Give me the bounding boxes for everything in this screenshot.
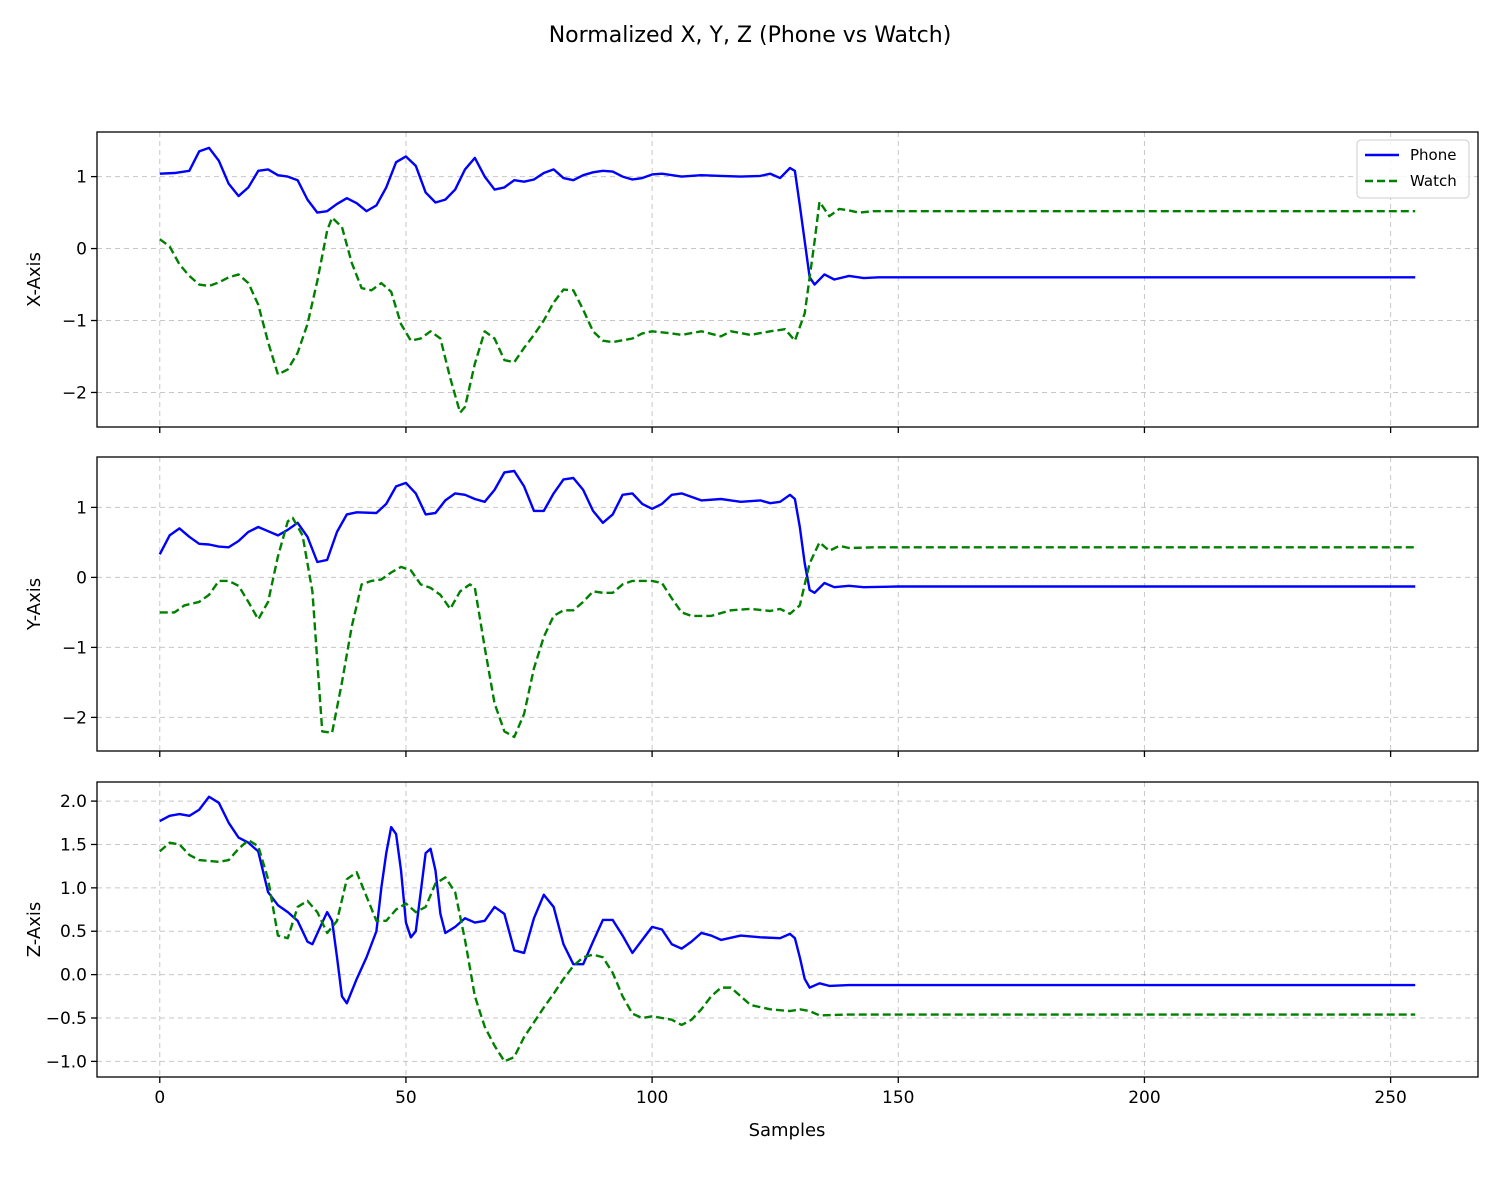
- y-tick-label: −1: [62, 638, 87, 658]
- legend-label-phone: Phone: [1410, 146, 1456, 164]
- x-tick-label: 50: [395, 1088, 417, 1108]
- y-tick-label: 1: [76, 498, 87, 518]
- x-axis-label: Samples: [749, 1120, 826, 1141]
- y-tick-label: 1.5: [60, 835, 87, 855]
- plot-frame: [96, 131, 1479, 428]
- legend-label-watch: Watch: [1410, 172, 1457, 190]
- series-line-watch: [159, 200, 1416, 414]
- x-tick-label: 100: [636, 1088, 668, 1108]
- subplots: −2 −1 0 1 X-Axis Phone Watch −2 −1 0 1 Y-Axis 0 50 100…: [24, 131, 1479, 1108]
- subplot-x-axis: −2 −1 0 1 X-Axis Phone Watch: [24, 131, 1479, 433]
- y-tick-label: 0.0: [60, 966, 87, 986]
- y-tick-label: 1.0: [60, 879, 87, 899]
- y-axis-label: Y-Axis: [24, 578, 45, 631]
- x-tick-label: 0: [154, 1088, 165, 1108]
- y-tick-label: −2: [62, 383, 87, 403]
- y-tick-label: 1: [76, 168, 87, 188]
- y-tick-label: −2: [62, 708, 87, 728]
- subplot-z-axis: 0 50 100 150 200 250 −1.0 −0.5 0.0 0.5 1.0 1.5 2.0 Z-…: [24, 781, 1479, 1108]
- y-axis-label: X-Axis: [24, 252, 45, 307]
- y-tick-label: 0.5: [60, 922, 87, 942]
- plot-frame: [96, 456, 1479, 752]
- y-tick-label: 0: [76, 568, 87, 588]
- y-tick-label: −0.5: [46, 1009, 87, 1029]
- series-line-phone: [158, 469, 1416, 594]
- y-tick-label: −1: [62, 312, 87, 332]
- figure-title: Normalized X, Y, Z (Phone vs Watch): [549, 23, 952, 48]
- subplot-y-axis: −2 −1 0 1 Y-Axis: [24, 456, 1479, 757]
- x-tick-label: 200: [1128, 1088, 1160, 1108]
- plot-frame: [96, 781, 1479, 1078]
- legend: Phone Watch: [1356, 139, 1470, 199]
- series-line-phone: [159, 146, 1416, 286]
- series-line-watch: [158, 838, 1416, 1063]
- x-tick-label: 150: [882, 1088, 914, 1108]
- x-tick-label: 250: [1374, 1088, 1406, 1108]
- y-axis-label: Z-Axis: [24, 902, 45, 957]
- y-tick-label: 0: [76, 240, 87, 260]
- series-line-watch: [159, 516, 1416, 739]
- y-tick-label: 2.0: [60, 792, 87, 812]
- y-tick-label: −1.0: [46, 1052, 87, 1072]
